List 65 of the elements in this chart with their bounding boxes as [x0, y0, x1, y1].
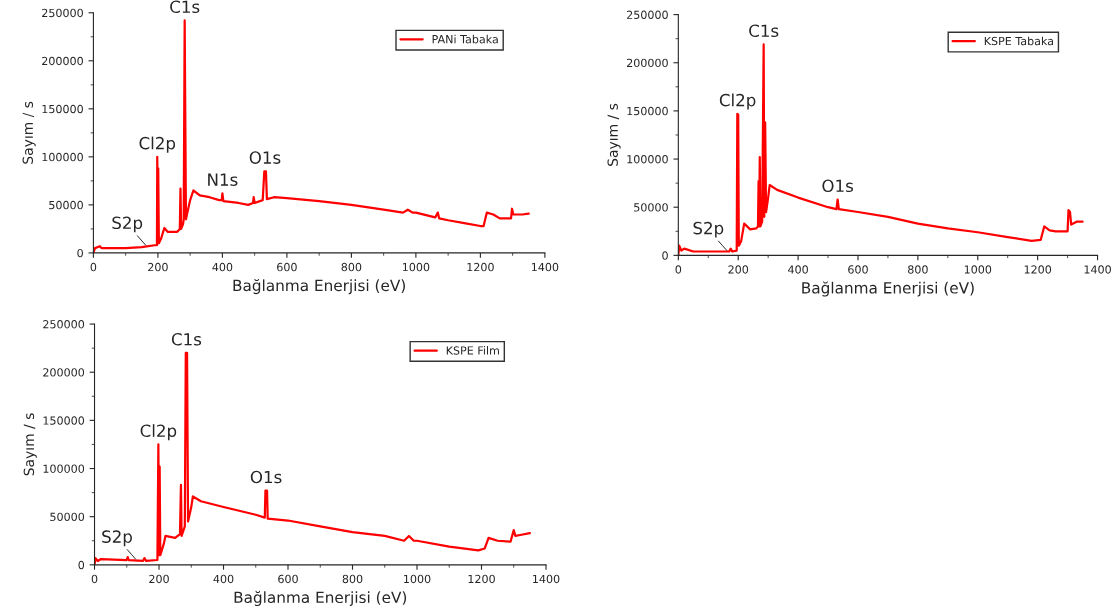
- y-tick-label: 150000: [43, 416, 85, 425]
- x-tick-label: 1200: [1024, 265, 1052, 274]
- y-tick-label: 50000: [49, 200, 83, 210]
- annotation: N1s: [208, 173, 238, 186]
- annotation: C1s: [749, 24, 779, 38]
- y-tick-label: 0: [77, 248, 83, 258]
- annotation: Cl2p: [139, 136, 176, 153]
- x-tick-label: 0: [91, 574, 98, 584]
- y-tick-label: 200000: [43, 368, 85, 377]
- x-axis-title: Bağlanma Enerjisi (eV): [233, 278, 405, 295]
- x-tick-label: 1400: [533, 574, 560, 584]
- y-tick-label: 150000: [627, 106, 668, 116]
- annotation: O1s: [250, 470, 282, 484]
- y-tick-label: 0: [78, 560, 85, 570]
- annotation: O1s: [822, 179, 854, 193]
- x-tick-label: 1200: [467, 262, 494, 272]
- x-tick-label: 1400: [1084, 265, 1111, 274]
- annotation: S2p: [112, 216, 143, 233]
- x-tick-label: 800: [342, 574, 363, 584]
- annotation: C1s: [171, 332, 202, 346]
- legend-label: KSPE Film: [446, 346, 499, 355]
- x-tick-label: 400: [788, 265, 808, 274]
- legend-label: KSPE Tabaka: [984, 36, 1053, 46]
- x-tick-label: 1200: [468, 574, 495, 584]
- x-tick-label: 400: [212, 262, 233, 272]
- x-tick-label: 600: [277, 262, 297, 272]
- annotation: O1s: [249, 151, 281, 164]
- x-tick-label: 0: [675, 265, 682, 274]
- legend-label: PANi Tabaka: [432, 34, 498, 44]
- y-tick-label: 250000: [42, 8, 83, 18]
- x-tick-label: 200: [148, 262, 168, 272]
- annotation: C1s: [170, 0, 200, 14]
- x-tick-label: 600: [848, 265, 868, 274]
- y-tick-label: 200000: [42, 56, 83, 66]
- x-tick-label: 200: [728, 265, 749, 274]
- y-tick-label: 50000: [634, 203, 668, 212]
- x-axis-title: Bağlanma Enerjisi (eV): [234, 590, 407, 607]
- y-tick-label: 200000: [627, 58, 668, 68]
- annotation: Cl2p: [719, 93, 756, 110]
- x-tick-label: 200: [149, 574, 169, 584]
- annotation: Cl2p: [140, 424, 177, 441]
- x-tick-label: 1000: [402, 262, 430, 272]
- y-tick-label: 100000: [42, 152, 83, 162]
- annotation: S2p: [693, 221, 724, 238]
- x-tick-label: 0: [90, 262, 97, 272]
- x-tick-label: 1000: [404, 574, 431, 584]
- x-tick-label: 1000: [964, 265, 992, 274]
- x-tick-label: 800: [908, 265, 928, 274]
- y-axis-title: Sayım / s: [22, 101, 36, 164]
- y-tick-label: 250000: [43, 320, 85, 329]
- x-tick-label: 1400: [531, 262, 559, 272]
- y-axis-title: Sayım / s: [607, 103, 621, 166]
- x-tick-label: 800: [341, 262, 362, 272]
- y-tick-label: 50000: [50, 512, 85, 522]
- y-tick-label: 0: [662, 251, 668, 260]
- x-axis-title: Bağlanma Enerjisi (eV): [802, 281, 974, 297]
- y-tick-label: 100000: [627, 155, 668, 164]
- x-tick-label: 600: [278, 574, 298, 584]
- y-tick-label: 150000: [42, 104, 83, 114]
- y-tick-label: 250000: [627, 10, 668, 19]
- y-axis-title: Sayım / s: [23, 413, 37, 476]
- annotation: S2p: [102, 530, 132, 547]
- line-series: [93, 19, 530, 253]
- x-tick-label: 400: [213, 574, 234, 584]
- y-tick-label: 100000: [43, 464, 85, 473]
